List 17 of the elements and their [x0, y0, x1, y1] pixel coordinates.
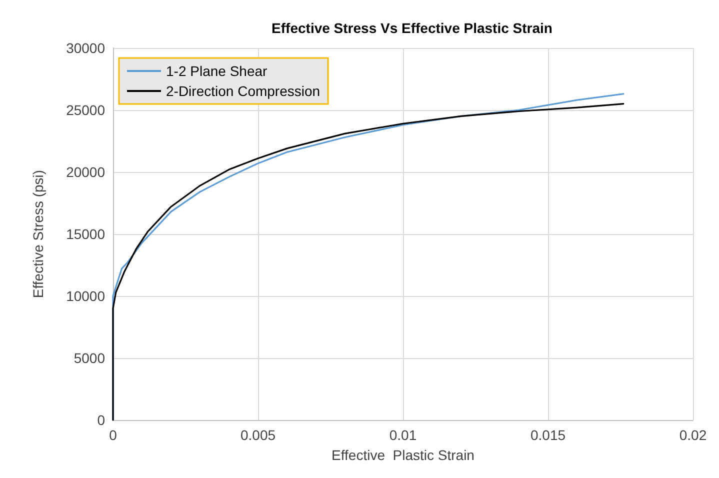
- x-tick-label: 0.02: [679, 427, 707, 443]
- legend-label: 2-Direction Compression: [166, 83, 320, 99]
- x-tick-label: 0.015: [530, 427, 566, 443]
- x-axis-title: Effective Plastic Strain: [332, 447, 474, 463]
- y-axis-title: Effective Stress (psi): [30, 170, 46, 298]
- x-tick-label: 0.005: [240, 427, 276, 443]
- y-tick-label: 5000: [74, 350, 106, 366]
- y-tick-label: 0: [97, 412, 106, 428]
- y-tick-label: 15000: [66, 226, 106, 242]
- x-tick-label: 0.01: [389, 427, 417, 443]
- legend-label: 1-2 Plane Shear: [166, 63, 268, 79]
- y-tick-label: 20000: [66, 164, 106, 180]
- chart-title: Effective Stress Vs Effective Plastic Strain: [272, 20, 552, 36]
- y-tick-label: 10000: [66, 288, 106, 304]
- y-tick-label: 25000: [66, 102, 106, 118]
- y-tick-label: 30000: [66, 40, 106, 56]
- x-tick-label: 0: [109, 427, 118, 443]
